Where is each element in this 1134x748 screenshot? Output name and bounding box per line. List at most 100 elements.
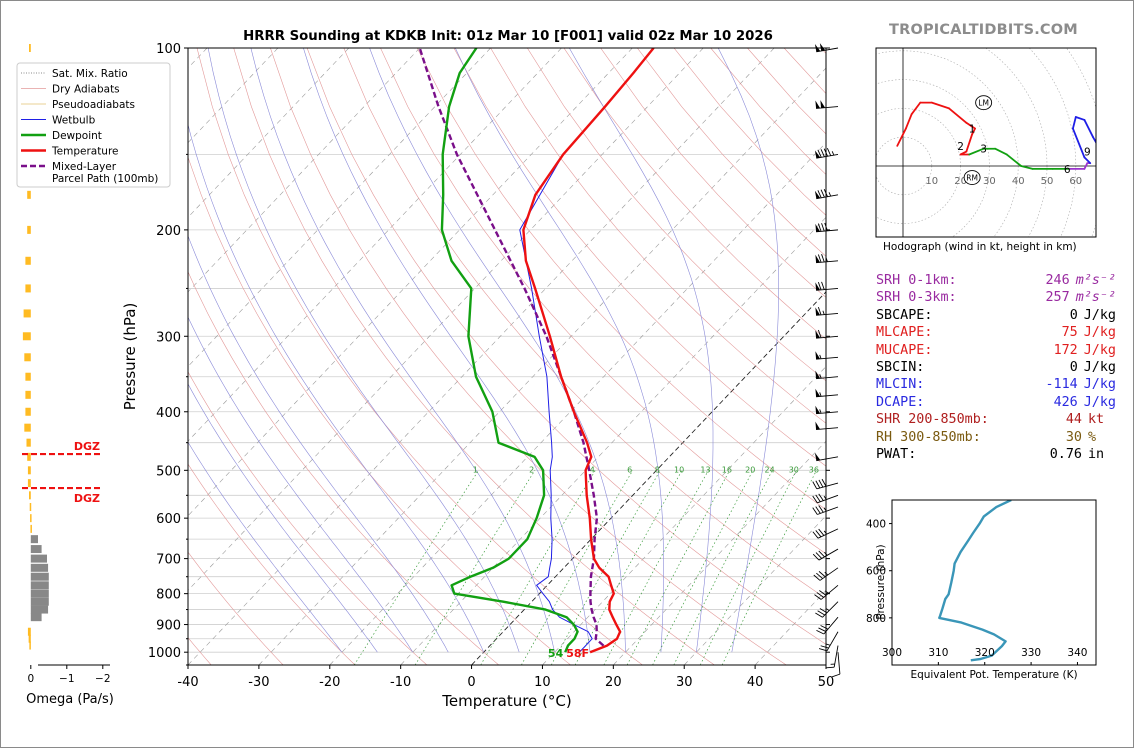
- moist-adiabat: [207, 48, 520, 653]
- y-tick-label: 100: [156, 42, 181, 57]
- legend-label: Temperature: [51, 146, 119, 158]
- wind-barb: [815, 601, 839, 618]
- wind-barb: [815, 388, 839, 398]
- dgz-label: DGZ: [74, 440, 100, 453]
- mixing-ratio-line: [673, 470, 773, 665]
- isotherm-line: [258, 67, 826, 665]
- omega-bar: [25, 372, 31, 381]
- mixing-ratio-line: [699, 470, 797, 665]
- legend-label: Pseudoadiabats: [52, 99, 135, 111]
- stat-value: 0: [1069, 360, 1078, 376]
- surface-temperature-label: 58F: [566, 647, 589, 660]
- dry-adiabat: [188, 270, 499, 665]
- omega-bar: [29, 491, 31, 500]
- mixing-ratio-label: 1: [473, 466, 478, 475]
- stat-value: 44: [1065, 412, 1082, 428]
- legend-label: Wetbulb: [52, 115, 96, 127]
- dry-adiabat: [188, 551, 284, 665]
- hodograph-segment: [1072, 116, 1077, 130]
- wind-barb: [815, 100, 839, 109]
- hodograph-height-label: 6: [1064, 164, 1071, 176]
- omega-bar: [30, 563, 49, 572]
- chart-title: HRRR Sounding at KDKB Init: 01z Mar 10 […: [243, 29, 773, 44]
- isotherm-line: [188, 48, 704, 591]
- dry-adiabat: [270, 48, 787, 665]
- trace-temperature: [522, 48, 655, 654]
- wind-barb: [812, 505, 839, 515]
- dry-adiabat: [343, 48, 826, 599]
- skewt-background-lines: 1 2 4 6 8 10 13 16 20 24 30 36: [188, 48, 826, 665]
- wind-barb: [818, 631, 839, 652]
- wind-barb: [831, 652, 841, 678]
- wind-barb: [815, 370, 839, 380]
- theta-e-plot: [938, 500, 1012, 662]
- omega-bar: [30, 581, 49, 590]
- stat-unit: in: [1088, 447, 1105, 463]
- moist-adiabat: [188, 316, 414, 653]
- x-tick-label: 50: [818, 675, 835, 690]
- isotherm-line: [188, 48, 775, 665]
- mixing-ratio-line: [414, 470, 536, 665]
- stat-unit: J/kg: [1083, 377, 1116, 393]
- mixing-ratio-label: 24: [765, 466, 775, 475]
- stat-value: 30: [1065, 429, 1082, 445]
- hodograph-segment: [1092, 136, 1096, 145]
- mixing-ratio-label: 16: [722, 466, 732, 475]
- mixing-ratio-label: 6: [627, 466, 632, 475]
- theta-e-y-label: Pressure (hPa): [875, 544, 887, 619]
- omega-bar: [25, 407, 31, 416]
- hodograph-segment: [1083, 156, 1092, 165]
- omega-bar: [24, 353, 31, 362]
- hodograph-height-label: 1: [969, 124, 976, 136]
- storm-motion-marker: [963, 170, 981, 185]
- y-axis-label: Pressure (hPa): [121, 303, 139, 411]
- hodograph-ring-label: 50: [1041, 176, 1054, 187]
- x-tick-label: -40: [177, 675, 198, 690]
- y-tick-label: 700: [156, 553, 181, 568]
- isotherm-line: [188, 48, 491, 367]
- stat-label: RH 300-850mb:: [876, 429, 981, 445]
- omega-bar: [27, 466, 31, 475]
- dry-adiabat: [188, 156, 571, 665]
- wind-barb: [814, 188, 839, 200]
- stat-value: -114: [1045, 377, 1078, 393]
- stat-unit: J/kg: [1083, 307, 1116, 323]
- stat-label: DCAPE:: [876, 394, 925, 410]
- omega-bar: [30, 597, 49, 606]
- wind-barb: [815, 222, 839, 233]
- dry-adiabat: [527, 48, 826, 382]
- isotherm-line: [329, 142, 826, 665]
- isotherm-line: [188, 48, 562, 442]
- theta-e-panel: 400 600 800 300 310 320 330 340 Equivalent Pot. …: [866, 499, 1097, 681]
- wind-barbs: [812, 43, 841, 678]
- hodograph-segment: [994, 147, 1008, 156]
- omega-bar: [27, 225, 31, 234]
- mixing-ratio-label: 13: [700, 466, 710, 475]
- theta-e-line: [938, 500, 1012, 662]
- omega-bar: [30, 613, 42, 622]
- stat-row: SRH 0-3km: 257 m²s⁻²: [876, 289, 1116, 306]
- y-tick-label: 900: [156, 619, 181, 634]
- wind-barb: [812, 493, 839, 504]
- legend-label: Dewpoint: [52, 130, 102, 142]
- wind-barb: [815, 405, 839, 415]
- hodograph-panel: 10 20 30 40 50 60 12 3 6 9 LM RM: [875, 47, 1097, 238]
- mixing-ratio-label: 36: [809, 466, 819, 475]
- mixing-ratio-line: [480, 470, 596, 665]
- omega-bar: [30, 554, 47, 563]
- trace-wetbulb: [519, 48, 654, 653]
- stat-label: SBCAPE:: [876, 307, 933, 323]
- omega-axis-label: Omega (Pa/s): [26, 692, 114, 707]
- storm-motion-label: RM: [966, 174, 978, 183]
- legend-label: Dry Adiabats: [52, 84, 120, 96]
- wind-barb: [812, 548, 839, 561]
- hodograph-segment: [968, 147, 985, 156]
- hodograph-segment: [948, 107, 968, 124]
- dgz-label: DGZ: [74, 492, 100, 505]
- hodograph-frame: [875, 47, 1097, 238]
- stat-row: MLCAPE: 75 J/kg: [876, 324, 1116, 341]
- stat-label: PWAT:: [876, 447, 917, 463]
- omega-bar: [30, 572, 49, 581]
- omega-bar: [30, 524, 32, 533]
